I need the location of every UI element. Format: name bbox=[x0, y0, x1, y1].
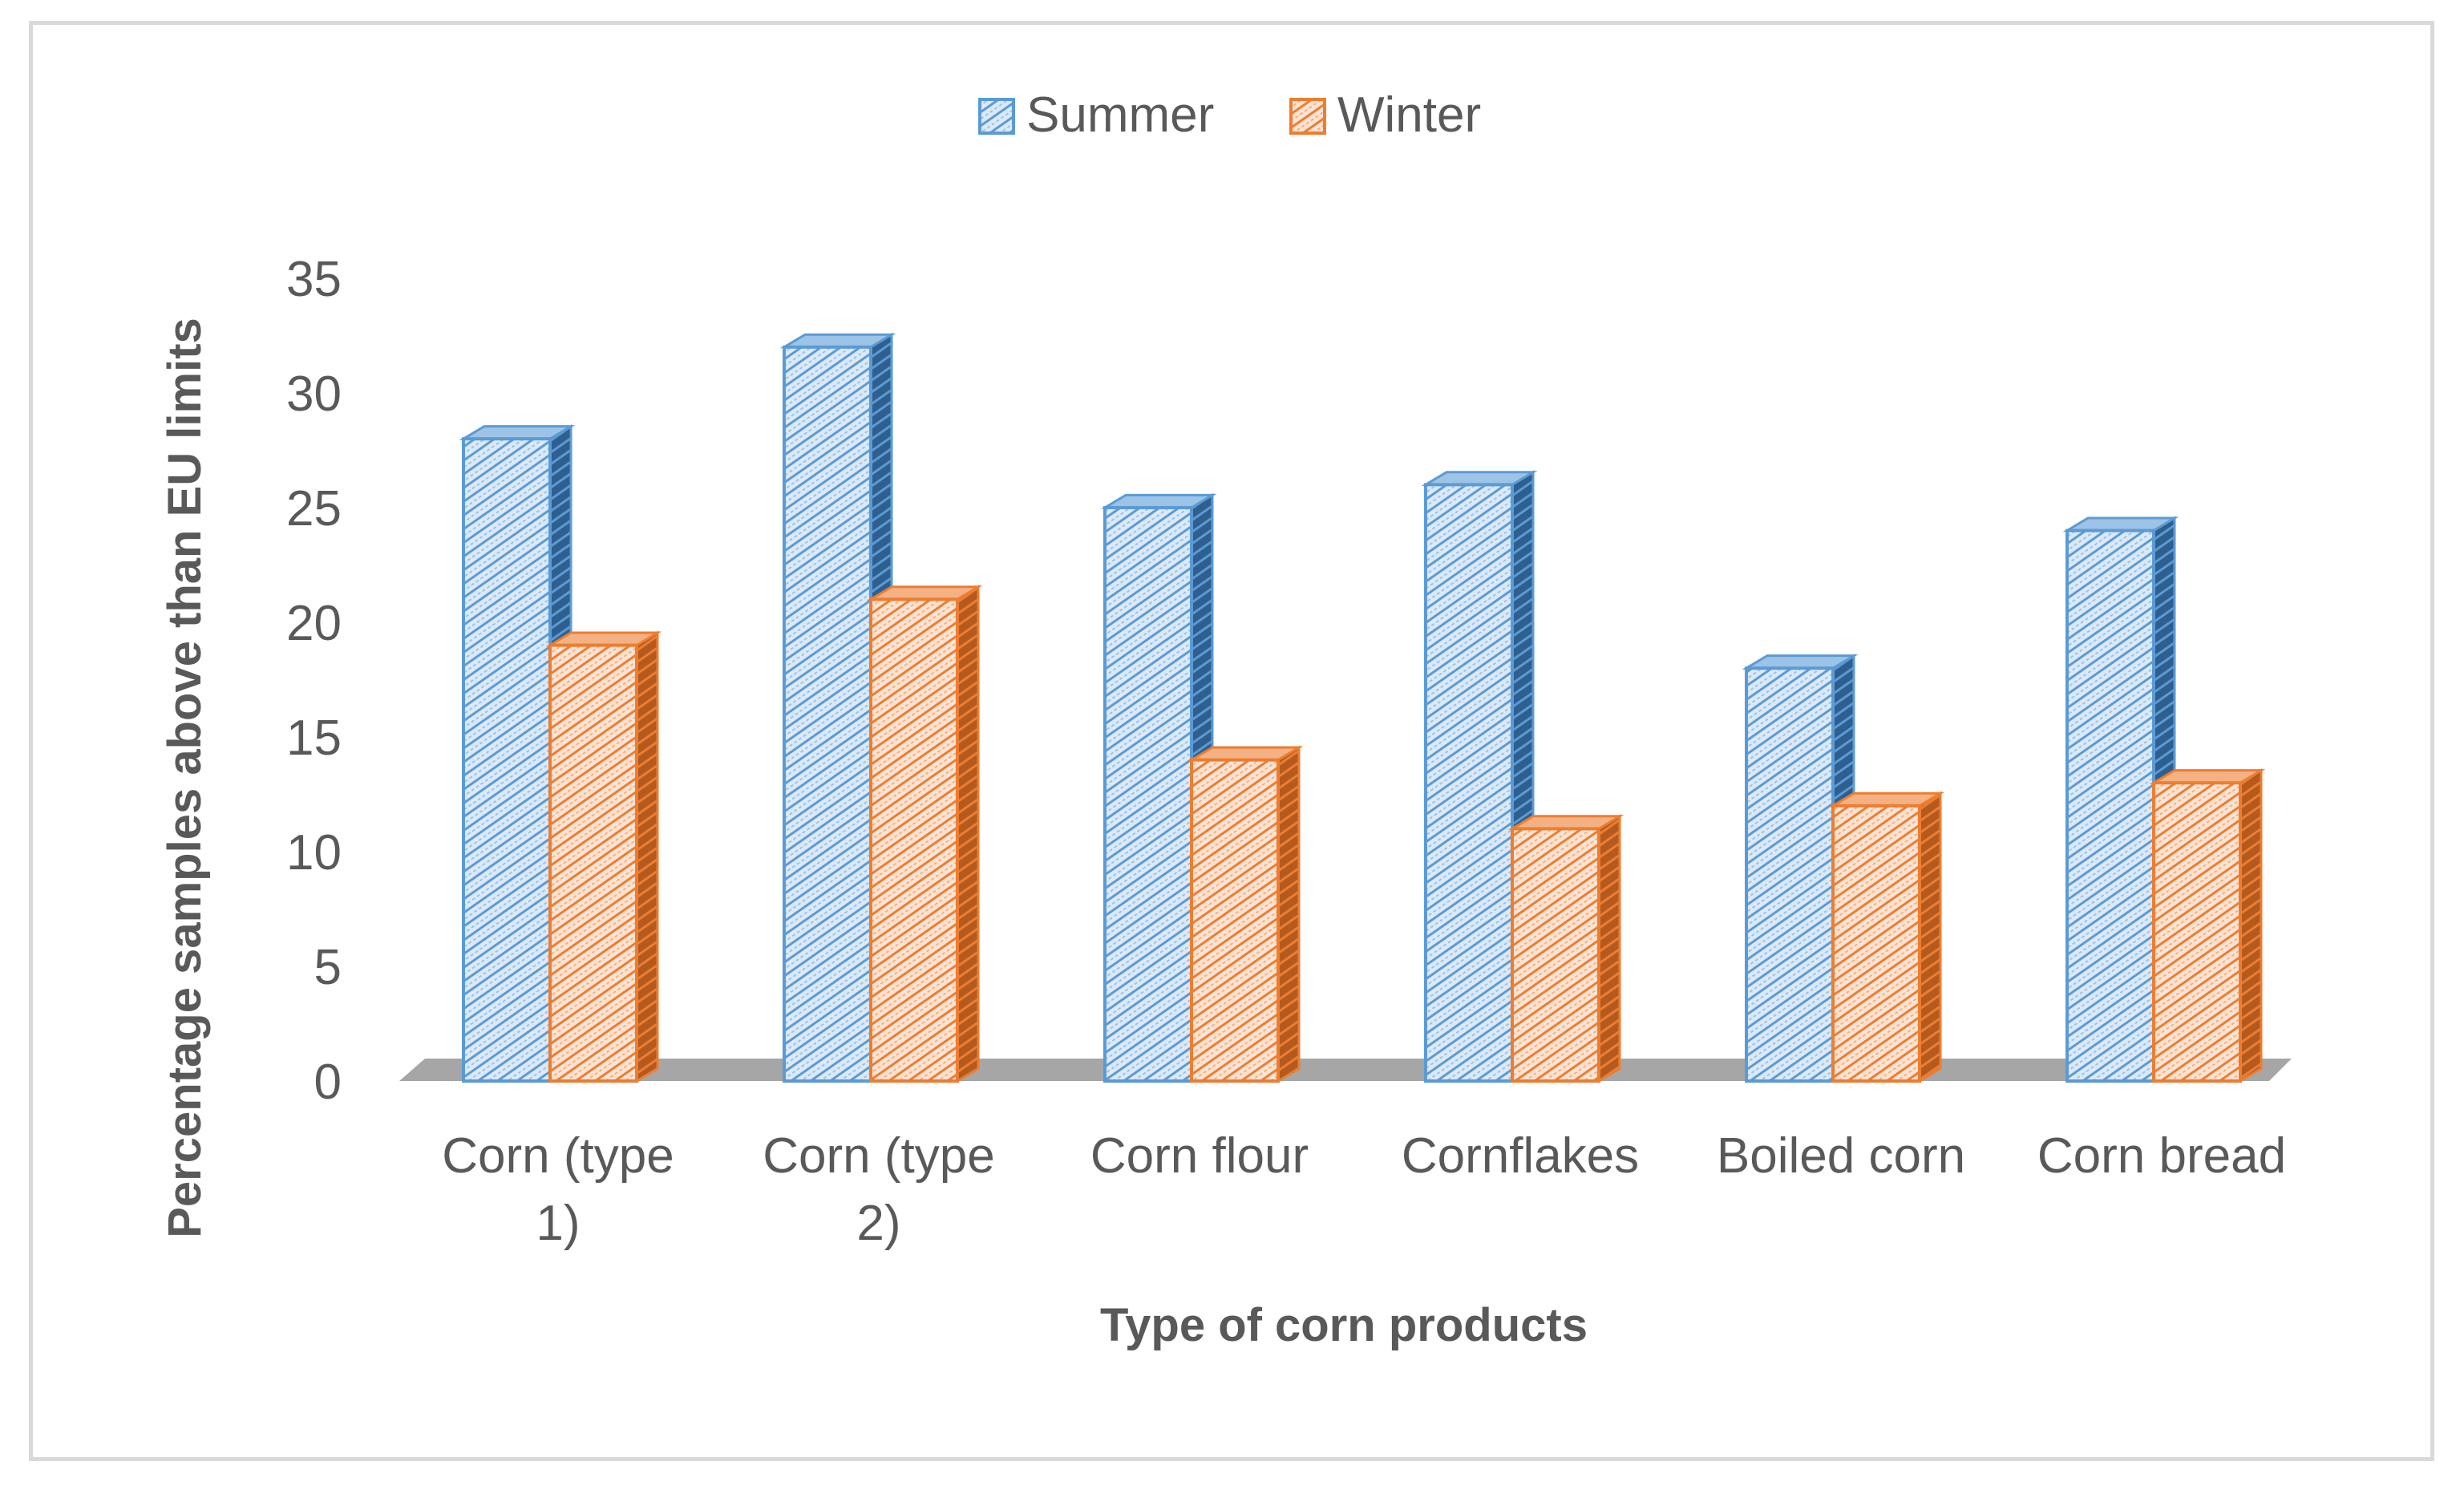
bar-top bbox=[779, 333, 896, 349]
x-axis-categories: Corn (type 1) Corn (type 2) Corn flour Cornfl… bbox=[442, 1128, 2286, 1251]
bar-side bbox=[1597, 814, 1621, 1083]
bar-winter bbox=[2149, 767, 2266, 1083]
bar-top bbox=[1187, 746, 1304, 762]
legend-swatch-summer bbox=[978, 98, 1015, 135]
y-tick-label: 5 bbox=[314, 940, 342, 995]
bar-top bbox=[1507, 815, 1624, 830]
bar-top bbox=[866, 585, 983, 601]
bar-side bbox=[1277, 745, 1301, 1083]
x-category-label: Cornflakes bbox=[1402, 1128, 1639, 1184]
bar-top bbox=[2062, 516, 2179, 532]
y-tick-label: 25 bbox=[286, 481, 342, 536]
x-category-label: Corn (type 1) bbox=[442, 1128, 674, 1251]
bar-front bbox=[2065, 528, 2155, 1083]
bar-front bbox=[2152, 781, 2242, 1083]
bar-front bbox=[1424, 483, 1514, 1083]
chart-legend: Summer Winter bbox=[978, 87, 1481, 143]
bar-side bbox=[1918, 791, 1942, 1083]
bar-front bbox=[1511, 827, 1600, 1083]
bars bbox=[459, 332, 2266, 1083]
y-tick-label: 0 bbox=[314, 1055, 342, 1110]
bar-top bbox=[545, 631, 662, 647]
y-axis-title: Percentage samples above than EU limits bbox=[159, 318, 211, 1238]
legend-label-summer: Summer bbox=[1026, 87, 1214, 143]
bar-front bbox=[1103, 506, 1193, 1083]
y-tick-label: 15 bbox=[286, 711, 342, 766]
bar-winter bbox=[545, 630, 662, 1083]
bar-top bbox=[459, 425, 576, 440]
bar-front bbox=[548, 643, 638, 1083]
bar-front bbox=[1190, 758, 1280, 1083]
x-category-label: Corn bread bbox=[2037, 1128, 2286, 1184]
bar-front bbox=[869, 597, 959, 1083]
chart-frame bbox=[29, 21, 2434, 1461]
y-tick-label: 10 bbox=[286, 825, 342, 881]
bar-front bbox=[462, 437, 552, 1083]
bar-side bbox=[635, 630, 659, 1083]
x-axis-title: Type of corn products bbox=[1100, 1299, 1588, 1351]
legend-swatch-winter bbox=[1289, 98, 1326, 135]
bar-winter bbox=[1187, 745, 1304, 1083]
x-category-label: Corn flour bbox=[1090, 1128, 1309, 1184]
bar-top bbox=[1100, 493, 1217, 509]
y-axis-ticks: 0 5 10 15 20 25 30 35 bbox=[286, 252, 342, 1110]
bar-front bbox=[1745, 666, 1835, 1083]
bar-top bbox=[1742, 654, 1859, 670]
bar-side bbox=[956, 585, 980, 1083]
legend-label-winter: Winter bbox=[1337, 87, 1481, 143]
bar-front bbox=[1831, 804, 1921, 1083]
x-category-label: Corn (type 2) bbox=[763, 1128, 994, 1251]
bar-winter bbox=[1828, 791, 1945, 1083]
bar-top bbox=[1421, 471, 1538, 486]
bar-winter bbox=[866, 585, 983, 1083]
y-tick-label: 20 bbox=[286, 596, 342, 651]
bar-winter bbox=[1507, 814, 1624, 1083]
bar-side bbox=[2239, 767, 2263, 1083]
x-category-label: Boiled corn bbox=[1717, 1128, 1965, 1184]
y-tick-label: 35 bbox=[286, 252, 342, 307]
bar-top bbox=[1828, 792, 1945, 808]
bar-top bbox=[2149, 769, 2266, 784]
chart-floor bbox=[399, 1059, 2292, 1081]
bar-front bbox=[783, 345, 872, 1083]
bar-summer bbox=[1421, 470, 1538, 1083]
y-tick-label: 30 bbox=[286, 366, 342, 422]
